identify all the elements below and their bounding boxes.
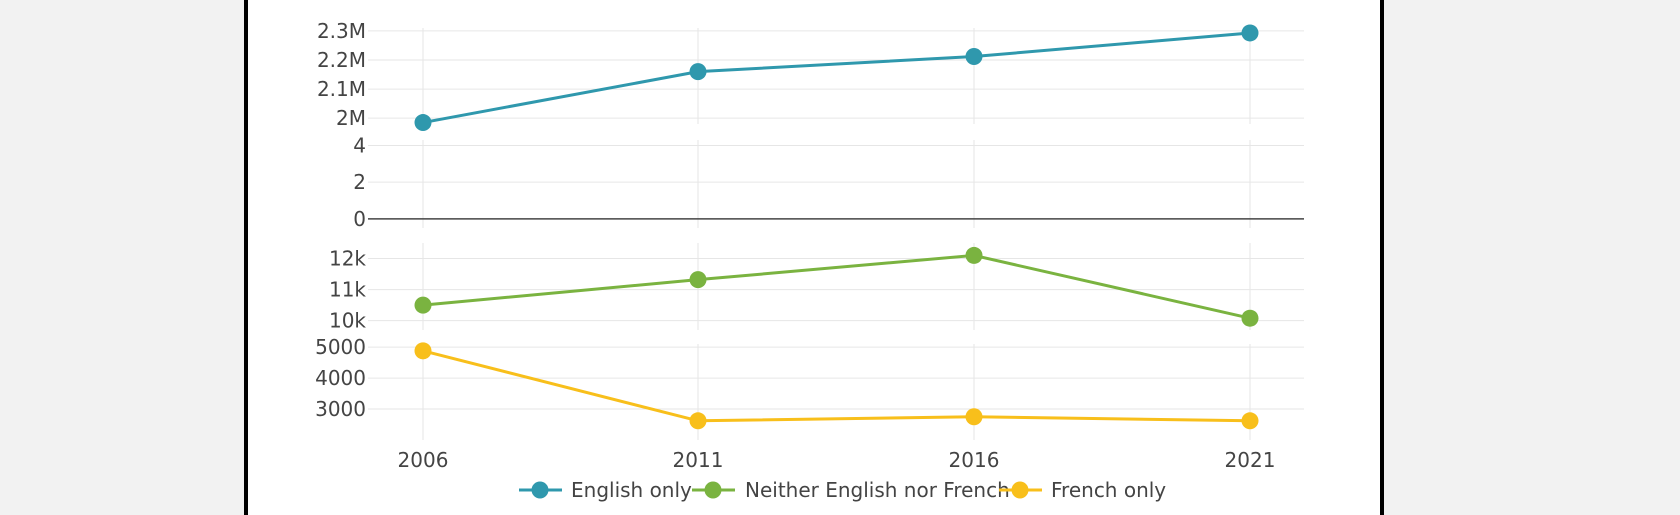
series-line-1 xyxy=(422,31,1251,125)
panel-1-ytick-label: 2.2M xyxy=(317,48,366,72)
legend-marker-1 xyxy=(531,481,549,499)
data-point-3-2021 xyxy=(1241,309,1259,327)
legend-marker-2 xyxy=(704,481,722,499)
panel-1-ytick-label: 2.3M xyxy=(317,19,366,43)
data-point-4-2016 xyxy=(965,408,983,426)
data-point-4-2021 xyxy=(1241,412,1259,430)
panel-4-ytick-label: 4000 xyxy=(315,366,366,390)
data-point-1-2021 xyxy=(1241,24,1259,42)
legend-marker-3 xyxy=(1011,481,1029,499)
data-point-1-2016 xyxy=(965,48,983,66)
data-point-4-2006 xyxy=(414,342,432,360)
x-tick-label: 2016 xyxy=(949,448,1000,472)
chart-panel xyxy=(244,0,1384,515)
data-point-3-2011 xyxy=(689,271,707,289)
panel-3-ytick-label: 10k xyxy=(329,309,366,333)
panel-2-ytick-label: 4 xyxy=(353,134,366,158)
x-tick-label: 2006 xyxy=(398,448,449,472)
panel-2-ytick-label: 2 xyxy=(353,170,366,194)
panel-3-ytick-label: 11k xyxy=(329,278,366,302)
panel-4-ytick-label: 5000 xyxy=(315,335,366,359)
panel-4-ytick-label: 3000 xyxy=(315,397,366,421)
series-line-3 xyxy=(422,253,1251,320)
panel-2-ytick-label: 0 xyxy=(353,207,366,231)
data-point-1-2011 xyxy=(689,63,707,81)
panel-3-ytick-label: 12k xyxy=(329,247,366,271)
data-point-4-2011 xyxy=(689,412,707,430)
panel-1-ytick-label: 2.1M xyxy=(317,77,366,101)
legend-label-3: French only xyxy=(1051,478,1166,502)
data-point-1-2006 xyxy=(414,114,432,132)
data-point-3-2016 xyxy=(965,246,983,264)
data-point-3-2006 xyxy=(414,296,432,314)
legend-label-2: Neither English nor French xyxy=(745,478,1010,502)
series-line-4 xyxy=(422,349,1251,423)
legend-label-1: English only xyxy=(571,478,692,502)
panel-1-ytick-label: 2M xyxy=(336,106,366,130)
x-tick-label: 2011 xyxy=(673,448,724,472)
x-tick-label: 2021 xyxy=(1225,448,1276,472)
